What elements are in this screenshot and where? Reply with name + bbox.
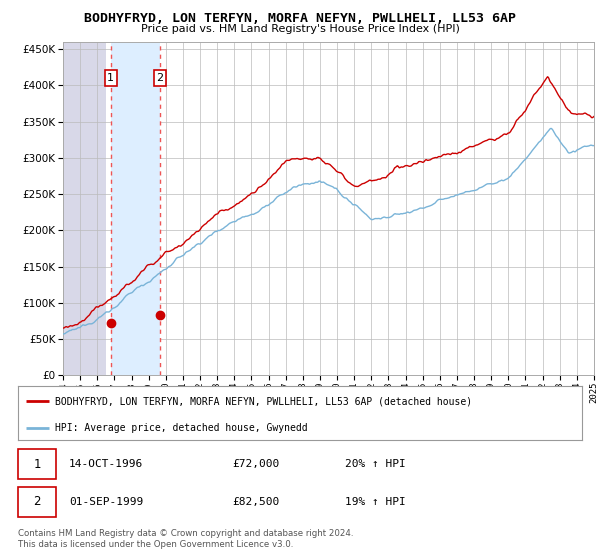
- Bar: [111, 42, 160, 375]
- Text: £72,000: £72,000: [232, 459, 280, 469]
- Text: 2: 2: [34, 496, 41, 508]
- FancyBboxPatch shape: [18, 487, 56, 517]
- Text: 14-OCT-1996: 14-OCT-1996: [69, 459, 143, 469]
- Text: BODHYFRYD, LON TERFYN, MORFA NEFYN, PWLLHELI, LL53 6AP: BODHYFRYD, LON TERFYN, MORFA NEFYN, PWLL…: [84, 12, 516, 25]
- Text: Contains HM Land Registry data © Crown copyright and database right 2024.
This d: Contains HM Land Registry data © Crown c…: [18, 529, 353, 549]
- Text: 2: 2: [157, 73, 164, 83]
- Text: 1: 1: [34, 458, 41, 470]
- Text: 1: 1: [107, 73, 114, 83]
- Text: £82,500: £82,500: [232, 497, 280, 507]
- FancyBboxPatch shape: [18, 449, 56, 479]
- Text: Price paid vs. HM Land Registry's House Price Index (HPI): Price paid vs. HM Land Registry's House …: [140, 24, 460, 34]
- Text: BODHYFRYD, LON TERFYN, MORFA NEFYN, PWLLHELI, LL53 6AP (detached house): BODHYFRYD, LON TERFYN, MORFA NEFYN, PWLL…: [55, 396, 472, 407]
- Text: 20% ↑ HPI: 20% ↑ HPI: [345, 459, 406, 469]
- Text: 19% ↑ HPI: 19% ↑ HPI: [345, 497, 406, 507]
- Text: 01-SEP-1999: 01-SEP-1999: [69, 497, 143, 507]
- Text: HPI: Average price, detached house, Gwynedd: HPI: Average price, detached house, Gwyn…: [55, 423, 307, 433]
- Bar: [63, 42, 106, 375]
